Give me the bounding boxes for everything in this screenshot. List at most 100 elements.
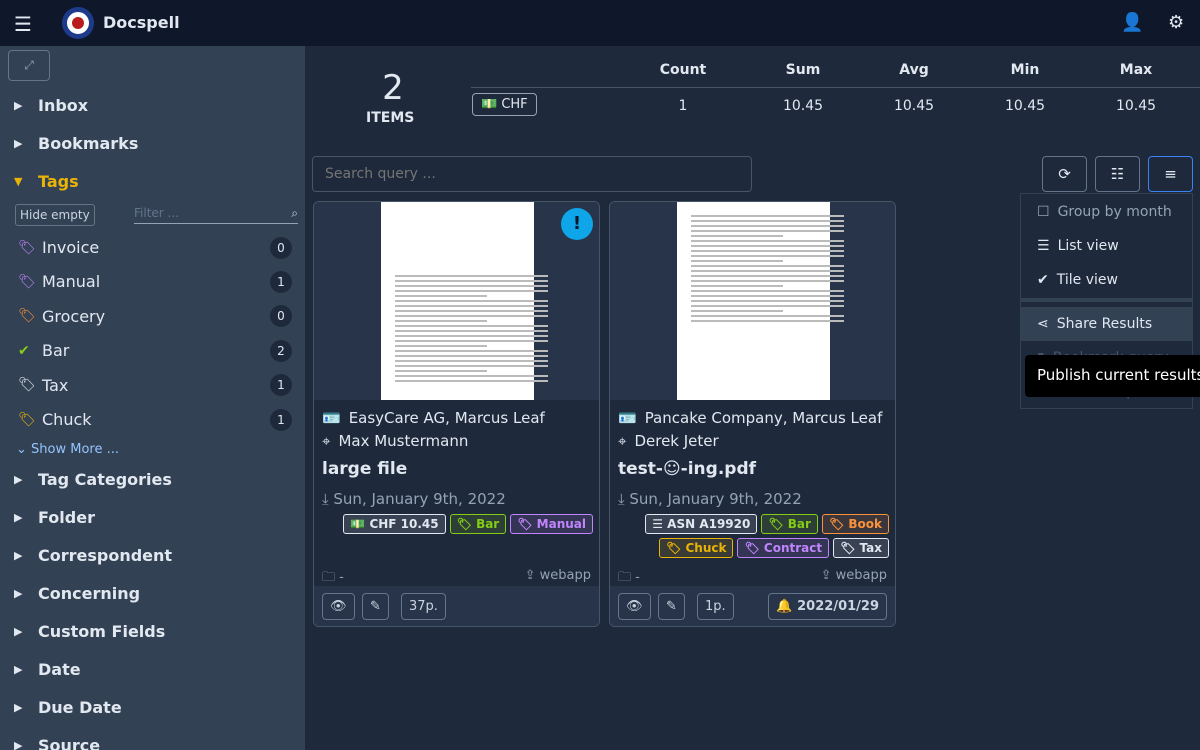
menu-tile-view[interactable]: ✔ Tile view <box>1037 272 1118 288</box>
checkbox-icon: ☐ <box>1037 204 1050 220</box>
folder: - <box>635 570 640 585</box>
menu-list-view[interactable]: ☰ List view <box>1037 238 1119 254</box>
settings-icon[interactable]: ⚙ <box>1168 12 1185 33</box>
tag-icon: 🏷︎ <box>18 377 36 394</box>
concerning-icon: ⌖ <box>322 432 331 450</box>
tag-count: 0 <box>270 305 292 328</box>
label-badge[interactable]: 🏷︎ Chuck <box>659 538 734 558</box>
preview-thumbnail[interactable]: ! <box>314 202 599 400</box>
section-folder[interactable]: ▶ Folder <box>14 508 95 527</box>
menu-share-results[interactable]: ⋖ Share Results <box>1037 316 1152 332</box>
section-bookmarks[interactable]: ▶ Bookmarks <box>14 134 139 153</box>
due-date-badge: 🔔 2022/01/29 <box>768 593 887 620</box>
label-badge[interactable]: 🏷︎ Bar <box>449 514 507 534</box>
menu-label: Share Results <box>1056 316 1153 332</box>
tag-filter-input[interactable]: Filter ... ⌕ <box>134 206 298 224</box>
section-date[interactable]: ▶ Date <box>14 660 81 679</box>
label-text: Contract <box>763 541 823 555</box>
refresh-button[interactable]: ⟳ <box>1042 156 1087 192</box>
label-badge[interactable]: 💵 CHF 10.45 <box>343 514 446 534</box>
tag-icon: 🏷︎ <box>18 239 36 256</box>
section-source[interactable]: ▶ Source <box>14 736 100 750</box>
label-badge[interactable]: 🏷︎ Book <box>821 514 889 534</box>
label-badge[interactable]: ☰ ASN A19920 <box>645 514 758 534</box>
section-tag-categories[interactable]: ▶ Tag Categories <box>14 470 172 489</box>
section-label: Concerning <box>38 584 141 603</box>
label-badge[interactable]: 🏷︎ Manual <box>510 514 593 534</box>
concerning: Derek Jeter <box>634 432 719 450</box>
preview-button[interactable]: 👁 <box>322 593 355 620</box>
tag-count: 1 <box>270 270 292 293</box>
app-title[interactable]: Docspell <box>103 13 180 32</box>
section-due-date[interactable]: ▶ Due Date <box>14 698 122 717</box>
tag-item[interactable]: ✔ Bar 2 <box>18 339 298 362</box>
date-icon: ⤓ <box>618 490 630 508</box>
section-inbox[interactable]: ▶ Inbox <box>14 96 89 115</box>
select-button[interactable]: ☷ <box>1095 156 1140 192</box>
edit-button[interactable]: ✎ <box>658 593 685 620</box>
user-icon[interactable]: 👤 <box>1121 12 1144 33</box>
menu-group-by-month[interactable]: ☐ Group by month <box>1037 204 1172 220</box>
docspell-logo[interactable] <box>62 7 94 39</box>
section-label: Custom Fields <box>38 622 166 641</box>
tag-count: 1 <box>270 408 292 431</box>
items-label: ITEMS <box>366 110 415 126</box>
tag-item[interactable]: 🏷︎ Chuck 1 <box>18 408 298 431</box>
tag-count: 0 <box>270 236 292 259</box>
view-menu-button[interactable]: ≡ <box>1148 156 1193 192</box>
show-more-link[interactable]: ⌄ Show More ... <box>16 442 119 457</box>
label-text: Tax <box>859 541 882 555</box>
tag-icon: 🏷︎ <box>18 411 36 428</box>
filter-placeholder: Filter ... <box>134 206 179 220</box>
item-card[interactable]: ! 🪪 EasyCare AG, Marcus Leaf ⌖ Max Musterm… <box>313 201 600 627</box>
tag-label: Invoice <box>42 238 100 257</box>
tag-count: 2 <box>270 339 292 362</box>
preview-button[interactable]: 👁 <box>618 593 651 620</box>
hide-empty-button[interactable]: Hide empty <box>15 204 95 226</box>
preview-thumbnail[interactable] <box>610 202 895 400</box>
tag-item[interactable]: 🏷︎ Manual 1 <box>18 270 298 293</box>
tag-item[interactable]: 🏷︎ Invoice 0 <box>18 236 298 259</box>
menu-label: List view <box>1057 238 1119 254</box>
label-badge[interactable]: 🏷︎ Contract <box>737 538 830 558</box>
expand-button[interactable]: ⤢ <box>8 50 50 81</box>
item-count: 2 <box>382 68 404 108</box>
edit-button[interactable]: ✎ <box>362 593 389 620</box>
item-date: Sun, January 9th, 2022 <box>629 490 802 508</box>
section-concerning[interactable]: ▶ Concerning <box>14 584 141 603</box>
source: webapp <box>539 568 591 583</box>
stat-header: Max <box>1119 62 1153 78</box>
upload-icon: ⇪ <box>524 568 540 583</box>
concerning: Max Mustermann <box>338 432 469 450</box>
date-icon: ⤓ <box>322 490 334 508</box>
labels: 💵 CHF 10.45 🏷︎ Bar 🏷︎ Manual <box>318 514 593 534</box>
stat-header: Min <box>1010 62 1040 78</box>
source: webapp <box>835 568 887 583</box>
section-custom-fields[interactable]: ▶ Custom Fields <box>14 622 166 641</box>
tag-item[interactable]: 🏷︎ Grocery 0 <box>18 305 298 328</box>
label-badge[interactable]: 🏷︎ Bar <box>761 514 818 534</box>
correspondent: EasyCare AG, Marcus Leaf <box>348 409 545 427</box>
stat-header: Sum <box>785 62 821 78</box>
label-text: CHF 10.45 <box>369 517 439 531</box>
section-label: Tag Categories <box>38 470 172 489</box>
tag-item[interactable]: 🏷︎ Tax 1 <box>18 374 298 397</box>
section-correspondent[interactable]: ▶ Correspondent <box>14 546 173 565</box>
section-tags[interactable]: ▼ Tags <box>14 172 79 191</box>
concerning-icon: ⌖ <box>618 432 627 450</box>
stat-value: 10.45 <box>1115 98 1157 114</box>
label-badge[interactable]: 🏷︎ Tax <box>833 538 889 558</box>
folder: - <box>339 570 344 585</box>
top-bar: ☰ Docspell 👤 ⚙ <box>0 0 1200 46</box>
item-card[interactable]: 🪪 Pancake Company, Marcus Leaf ⌖ Derek Jet… <box>609 201 896 627</box>
pages-button[interactable]: 1p. <box>697 593 734 620</box>
label-text: Bar <box>787 517 811 531</box>
search-input[interactable] <box>312 156 752 192</box>
item-date: Sun, January 9th, 2022 <box>333 490 506 508</box>
pages-button[interactable]: 37p. <box>401 593 446 620</box>
upload-icon: ⇪ <box>820 568 836 583</box>
label-text: Book <box>848 517 882 531</box>
stat-header: Avg <box>899 62 929 78</box>
section-label: Bookmarks <box>38 134 139 153</box>
menu-icon[interactable]: ☰ <box>14 12 32 36</box>
